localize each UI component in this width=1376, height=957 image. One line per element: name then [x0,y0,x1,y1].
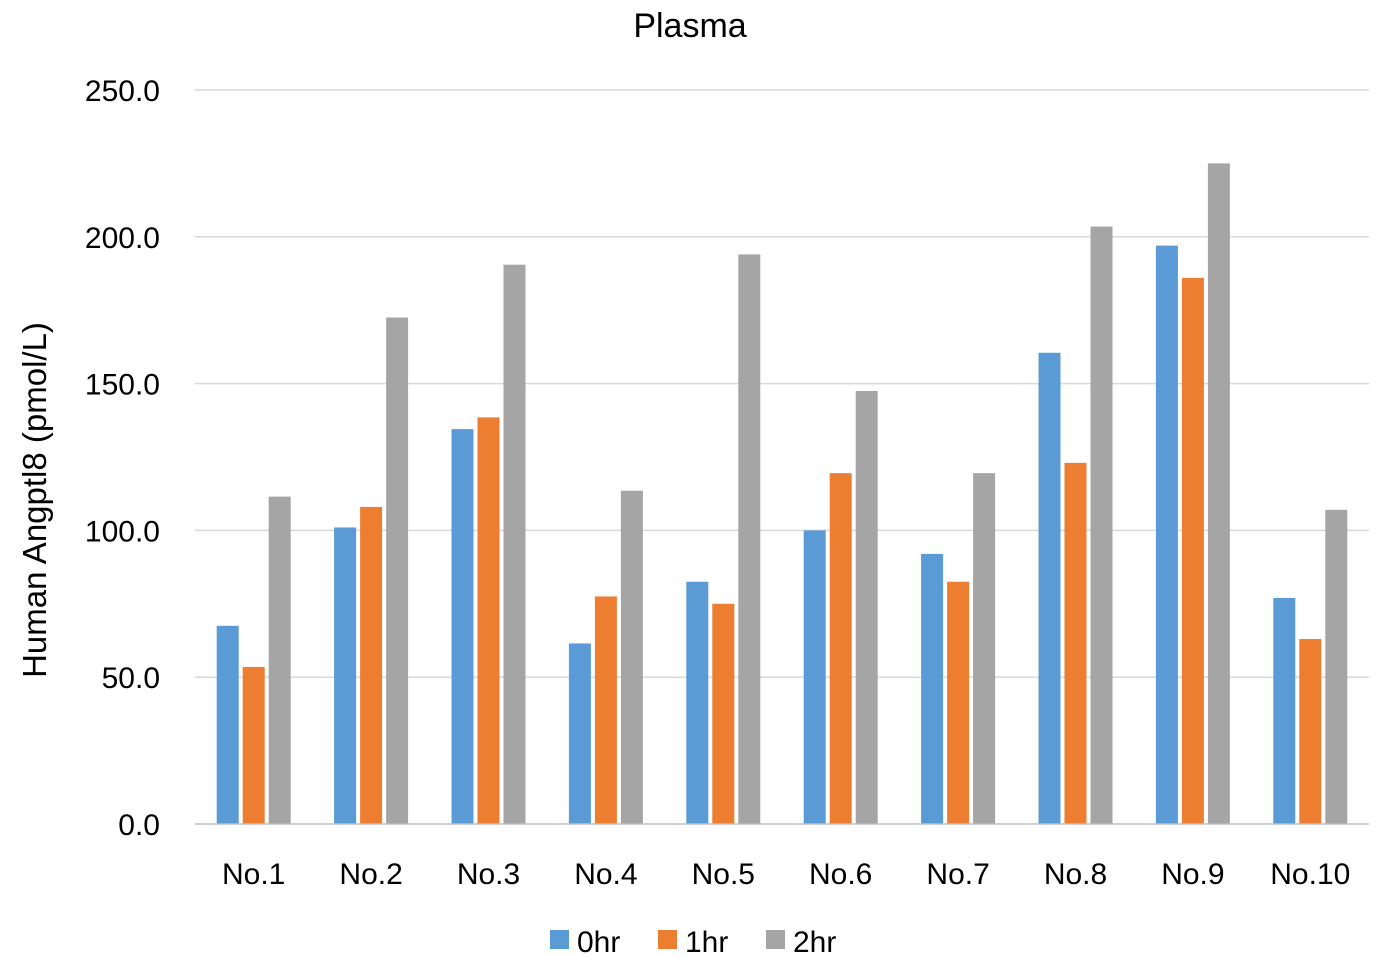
y-tick-label: 250.0 [85,75,160,108]
bar-0hr-No.9 [1155,245,1178,824]
legend-label-2hr: 2hr [793,926,836,957]
bar-2hr-No.1 [268,496,291,824]
bar-0hr-No.2 [334,527,357,824]
legend-label-1hr: 1hr [685,926,728,957]
y-axis-ticks: 0.0 50.0 100.0 150.0 200.0 250.0 [85,75,160,842]
bar-1hr-No.2 [360,506,383,824]
x-tick-label: No.6 [809,858,872,891]
x-tick-label: No.4 [574,858,637,891]
legend-label-0hr: 0hr [577,926,620,957]
bar-2hr-No.8 [1090,226,1113,825]
bar-0hr-No.7 [921,553,944,824]
x-tick-label: No.1 [222,858,285,891]
bar-2hr-No.5 [738,254,761,824]
bar-2hr-No.4 [620,490,643,824]
bar-0hr-No.5 [686,581,709,824]
x-tick-label: No.8 [1044,858,1107,891]
bar-0hr-No.3 [451,429,474,824]
bar-0hr-No.10 [1273,597,1296,824]
bar-1hr-No.3 [477,417,500,824]
x-tick-label: No.2 [339,858,402,891]
bar-1hr-No.7 [947,581,970,824]
y-tick-label: 100.0 [85,515,160,548]
bar-2hr-No.6 [855,390,878,824]
bar-0hr-No.1 [216,625,239,824]
bar-0hr-No.6 [803,530,826,824]
y-tick-label: 150.0 [85,369,160,402]
bar-0hr-No.8 [1038,352,1061,824]
bar-2hr-No.7 [973,473,996,824]
bar-1hr-No.9 [1181,277,1204,824]
bar-1hr-No.10 [1299,639,1322,824]
bar-2hr-No.2 [386,317,409,824]
legend-swatch-2hr [766,930,785,949]
x-axis-ticks: No.1 No.2 No.3 No.4 No.5 No.6 No.7 No.8 No.9 No.1… [222,858,1350,891]
bar-1hr-No.1 [242,666,265,824]
bar-2hr-No.10 [1325,509,1348,824]
y-tick-label: 200.0 [85,222,160,255]
bar-1hr-No.4 [594,596,617,824]
bar-1hr-No.6 [829,473,852,824]
bar-2hr-No.9 [1207,163,1230,824]
x-tick-label: No.7 [926,858,989,891]
x-tick-label: No.5 [692,858,755,891]
bar-0hr-No.4 [568,643,591,824]
x-tick-label: No.9 [1161,858,1224,891]
legend: 0hr 1hr 2hr [550,926,836,957]
y-tick-label: 0.0 [118,809,160,842]
y-axis-label: Human Angptl8 (pmol/L) [16,322,53,678]
bar-2hr-No.3 [503,264,526,824]
legend-swatch-0hr [550,930,569,949]
y-tick-label: 50.0 [102,662,160,695]
x-tick-label: No.10 [1270,858,1350,891]
legend-swatch-1hr [658,930,677,949]
chart-title: Plasma [633,7,746,45]
x-tick-label: No.3 [457,858,520,891]
bar-1hr-No.5 [712,603,735,824]
bars [216,163,1348,825]
bar-1hr-No.8 [1064,462,1087,824]
